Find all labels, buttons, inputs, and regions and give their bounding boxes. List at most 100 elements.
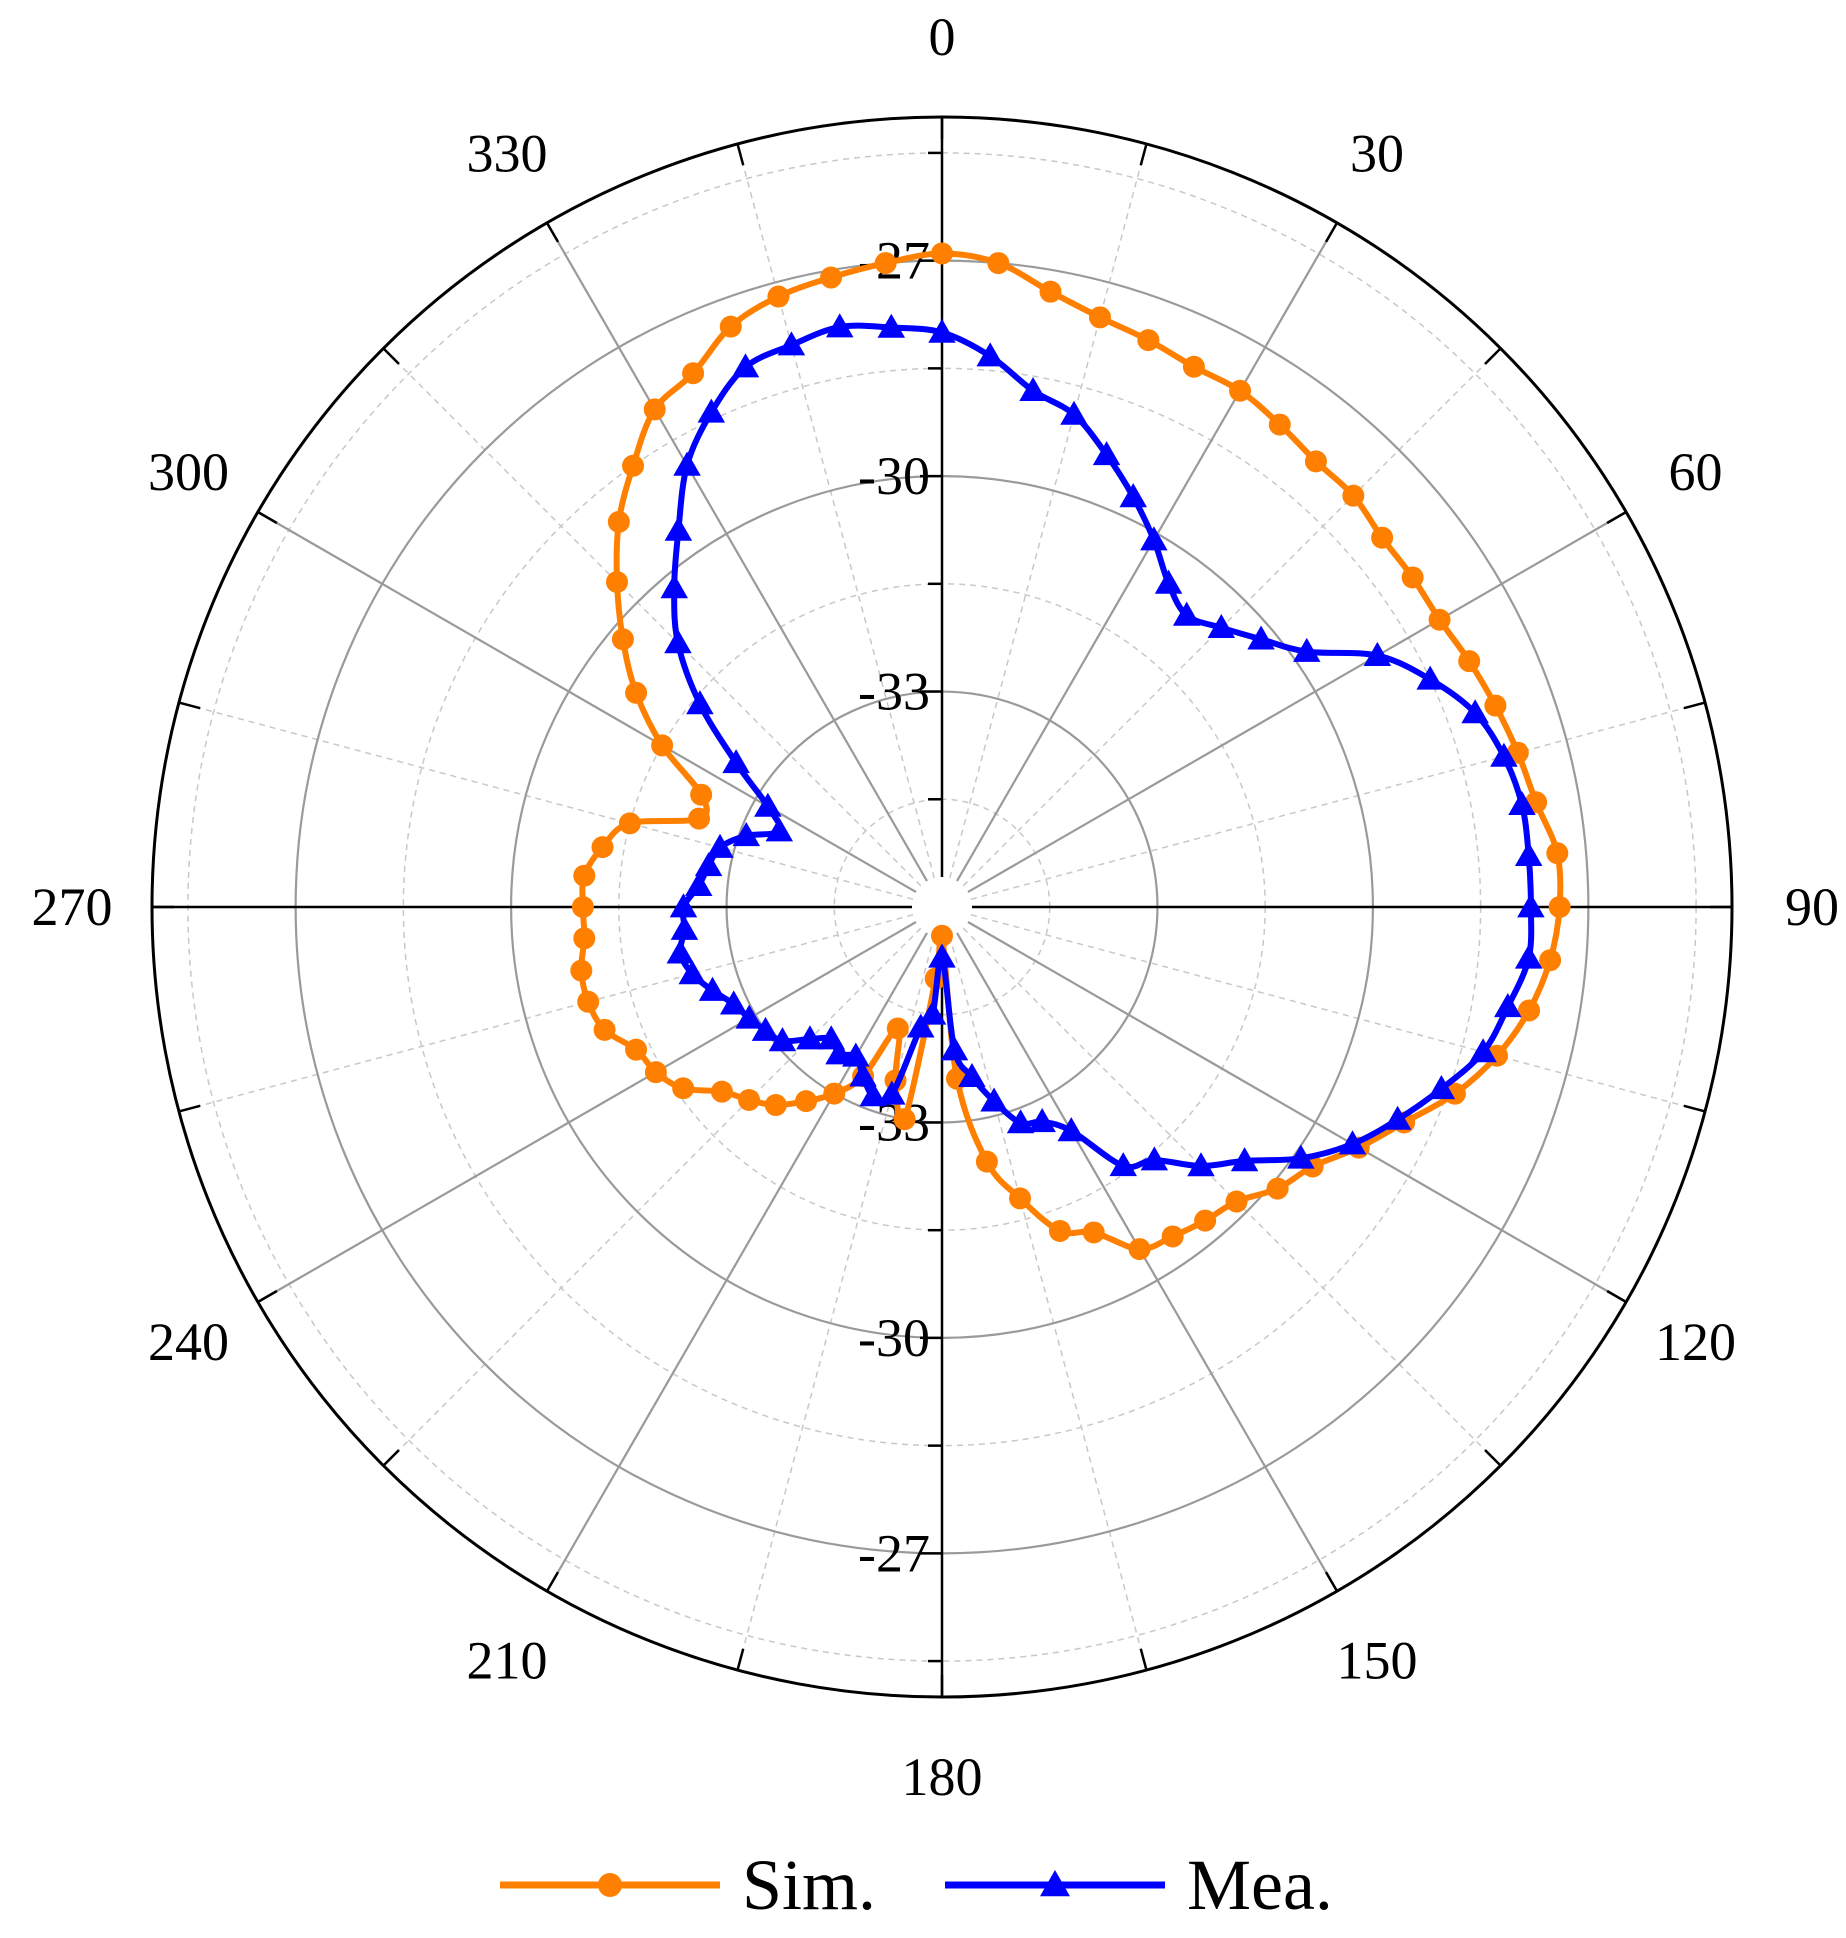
data-point: [1230, 1147, 1259, 1172]
data-point: [1443, 1082, 1466, 1105]
data-point: [928, 943, 956, 968]
outer-tick: [1683, 1104, 1706, 1113]
data-point: [1469, 1038, 1497, 1063]
data-point: [1088, 306, 1111, 329]
angle-tick-label: 240: [148, 1312, 229, 1372]
data-point: [1092, 441, 1121, 466]
data-point: [893, 1108, 916, 1131]
data-point: [1363, 641, 1392, 666]
data-point: [1383, 1105, 1412, 1130]
data-point: [1154, 569, 1183, 594]
data-point: [768, 1027, 797, 1052]
data-point: [1548, 896, 1571, 918]
angle-tick-label: 210: [467, 1630, 548, 1690]
data-point: [767, 285, 790, 308]
data-point: [817, 1025, 845, 1050]
minor-grid-spoke: [178, 701, 914, 900]
data-point: [918, 1000, 947, 1025]
data-series: [570, 242, 1571, 1261]
major-grid-spoke: [956, 932, 1338, 1592]
data-point: [1229, 379, 1252, 402]
data-point: [878, 1080, 906, 1105]
data-point: [1518, 999, 1541, 1022]
data-point: [1161, 1225, 1184, 1248]
data-point: [1187, 1152, 1215, 1177]
data-point: [859, 1082, 887, 1107]
data-point: [682, 362, 705, 385]
angle-tick-label: 120: [1655, 1312, 1736, 1372]
data-point: [1028, 1108, 1056, 1133]
radial-tick-label: -30: [858, 446, 930, 506]
data-point: [672, 1077, 695, 1100]
data-point: [1338, 1130, 1367, 1155]
minor-grid-spoke: [382, 927, 922, 1467]
outer-tick: [1324, 222, 1339, 243]
major-grid-spoke: [967, 921, 1627, 1303]
radial-tick-label: -30: [858, 1308, 930, 1368]
major-grid-spoke: [257, 511, 917, 893]
data-point: [732, 822, 761, 847]
data-point: [598, 1873, 622, 1897]
minor-grid-spoke: [970, 914, 1706, 1113]
data-point: [577, 990, 600, 1013]
legend-label: Sim.: [742, 1845, 876, 1925]
data-point: [1401, 566, 1424, 589]
data-point: [731, 353, 760, 378]
data-point: [1517, 893, 1545, 918]
data-point: [928, 318, 956, 343]
data-point: [764, 1094, 787, 1117]
legend-item-sim: Sim.: [500, 1845, 876, 1925]
data-point: [874, 252, 897, 275]
minor-grid-spoke: [178, 914, 914, 1113]
outer-tick: [736, 1648, 745, 1671]
major-grid-spoke: [257, 921, 917, 1303]
data-point: [1039, 280, 1062, 303]
axis-labels: 0306090120150180210240270300330-33-33-30…: [32, 7, 1840, 1807]
outer-tick: [382, 1449, 400, 1467]
data-point: [670, 915, 699, 940]
data-point: [1371, 526, 1394, 549]
data-point: [1484, 694, 1507, 717]
angle-tick-label: 0: [929, 7, 956, 67]
series-mea: [660, 313, 1545, 1177]
data-point: [664, 516, 693, 541]
minor-grid-spoke: [962, 347, 1502, 887]
data-point: [1428, 608, 1451, 631]
data-point: [1247, 625, 1275, 650]
data-point: [625, 1038, 648, 1061]
major-grid-spoke: [956, 222, 1338, 882]
minor-grid-spoke: [970, 701, 1706, 900]
data-point: [678, 960, 707, 985]
series-sim: [570, 242, 1571, 1261]
radial-tick-label: -27: [858, 1523, 930, 1583]
data-point: [684, 871, 713, 897]
data-point: [710, 1080, 733, 1103]
angle-tick-label: 60: [1668, 442, 1722, 502]
data-point: [1140, 526, 1168, 551]
data-point: [1287, 1144, 1315, 1169]
data-point: [1019, 376, 1047, 402]
data-point: [593, 1018, 616, 1041]
data-point: [573, 864, 596, 887]
outer-tick: [736, 143, 745, 166]
data-point: [1182, 355, 1205, 378]
data-point: [751, 1016, 780, 1041]
data-point: [625, 681, 648, 704]
outer-tick: [1139, 1648, 1148, 1671]
data-point: [754, 792, 782, 817]
data-point: [980, 1087, 1008, 1112]
outer-tick: [1606, 510, 1627, 525]
data-point: [1009, 1187, 1032, 1210]
data-point: [738, 1088, 761, 1111]
outer-tick: [1484, 1449, 1502, 1467]
data-point: [825, 1040, 853, 1065]
outer-tick: [545, 1571, 560, 1592]
angle-tick-label: 90: [1785, 877, 1839, 937]
outer-tick: [257, 510, 278, 525]
data-point: [1490, 742, 1518, 767]
data-point: [698, 976, 727, 1001]
angle-tick-label: 330: [467, 124, 548, 184]
data-point: [622, 454, 645, 477]
polar-grid: [150, 115, 1734, 1699]
